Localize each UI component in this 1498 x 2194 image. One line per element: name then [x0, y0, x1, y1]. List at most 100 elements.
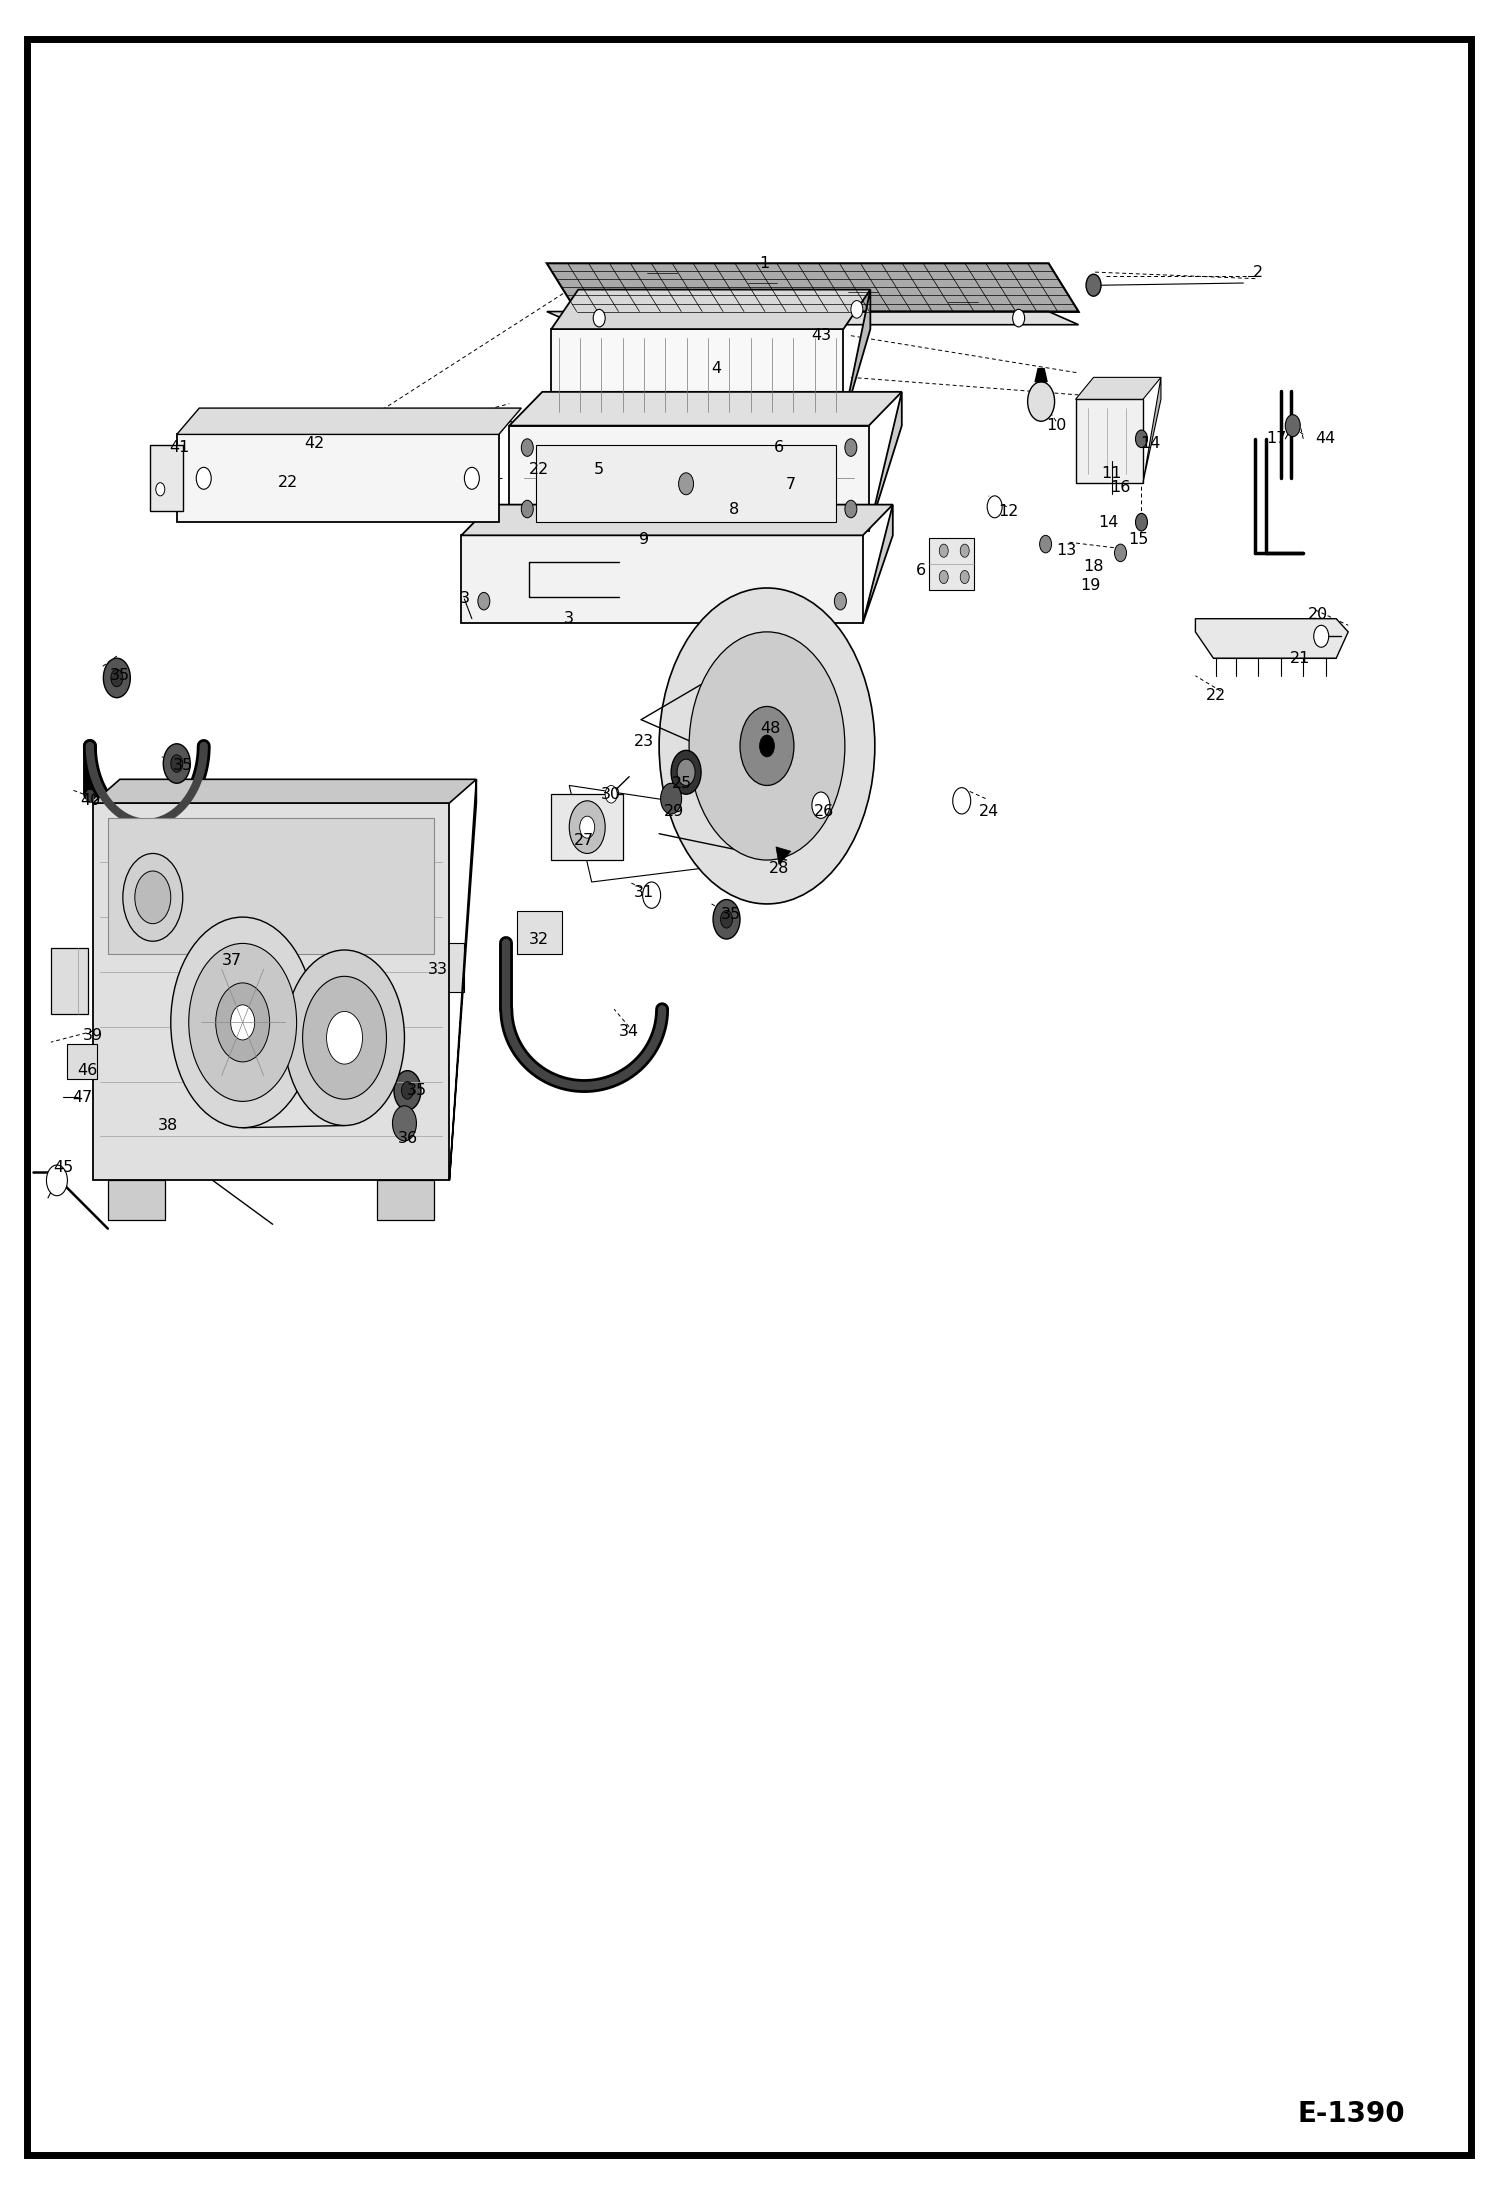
- Text: 9: 9: [640, 533, 649, 546]
- Text: 23: 23: [634, 735, 655, 748]
- Bar: [416, 943, 464, 992]
- Polygon shape: [776, 847, 791, 864]
- Text: 32: 32: [529, 932, 550, 946]
- Circle shape: [845, 500, 857, 518]
- Text: 45: 45: [52, 1161, 73, 1174]
- Circle shape: [689, 632, 845, 860]
- Circle shape: [812, 792, 830, 818]
- Bar: [517, 911, 562, 954]
- Polygon shape: [869, 393, 902, 531]
- Text: 48: 48: [759, 722, 780, 735]
- Circle shape: [987, 496, 1002, 518]
- Text: 22: 22: [277, 476, 298, 489]
- Bar: [150, 445, 183, 511]
- Bar: [108, 1180, 165, 1220]
- Circle shape: [1086, 274, 1101, 296]
- Text: 27: 27: [574, 834, 595, 847]
- Text: 3: 3: [460, 592, 469, 606]
- Text: 20: 20: [1308, 608, 1329, 621]
- Text: 39: 39: [82, 1029, 103, 1042]
- Circle shape: [216, 983, 270, 1062]
- Circle shape: [123, 853, 183, 941]
- Polygon shape: [536, 445, 836, 522]
- Circle shape: [759, 735, 774, 757]
- Text: 6: 6: [917, 564, 926, 577]
- Circle shape: [1285, 415, 1300, 437]
- Polygon shape: [551, 290, 870, 329]
- Text: 19: 19: [1080, 579, 1101, 592]
- Circle shape: [521, 500, 533, 518]
- Text: 25: 25: [671, 777, 692, 790]
- Text: 47: 47: [72, 1090, 93, 1104]
- Circle shape: [111, 669, 123, 687]
- Circle shape: [171, 755, 183, 772]
- Circle shape: [1040, 535, 1052, 553]
- Text: 11: 11: [1101, 467, 1122, 480]
- Text: 29: 29: [664, 805, 685, 818]
- Text: 34: 34: [619, 1025, 640, 1038]
- Text: 8: 8: [730, 502, 739, 516]
- Circle shape: [1013, 309, 1025, 327]
- Text: 6: 6: [774, 441, 783, 454]
- Circle shape: [580, 816, 595, 838]
- Text: 43: 43: [810, 329, 831, 342]
- Circle shape: [103, 658, 130, 698]
- Text: 37: 37: [222, 954, 243, 968]
- Circle shape: [327, 1011, 363, 1064]
- Text: 14: 14: [1140, 437, 1161, 450]
- Bar: [929, 538, 974, 590]
- Polygon shape: [1195, 619, 1348, 658]
- Polygon shape: [547, 312, 1079, 325]
- Polygon shape: [461, 535, 863, 623]
- Polygon shape: [1143, 377, 1161, 483]
- Text: 12: 12: [998, 505, 1019, 518]
- Text: 17: 17: [1266, 432, 1287, 445]
- Circle shape: [394, 1071, 421, 1110]
- Circle shape: [303, 976, 386, 1099]
- Circle shape: [939, 544, 948, 557]
- Circle shape: [171, 917, 315, 1128]
- Polygon shape: [93, 779, 476, 803]
- Circle shape: [135, 871, 171, 924]
- Text: 4: 4: [712, 362, 721, 375]
- Polygon shape: [449, 779, 476, 1180]
- Circle shape: [478, 592, 490, 610]
- Text: 42: 42: [304, 437, 325, 450]
- Text: 1: 1: [759, 257, 768, 270]
- Circle shape: [721, 911, 733, 928]
- Text: 28: 28: [768, 862, 789, 875]
- Text: 15: 15: [1128, 533, 1149, 546]
- Circle shape: [1028, 382, 1055, 421]
- Polygon shape: [461, 505, 893, 535]
- Circle shape: [392, 1106, 416, 1141]
- Circle shape: [661, 783, 682, 814]
- Circle shape: [189, 943, 297, 1101]
- Circle shape: [671, 750, 701, 794]
- Polygon shape: [863, 505, 893, 623]
- Text: 30: 30: [601, 788, 622, 801]
- Polygon shape: [1035, 369, 1047, 382]
- Text: 2: 2: [1254, 265, 1263, 279]
- Circle shape: [156, 483, 165, 496]
- Circle shape: [960, 544, 969, 557]
- Circle shape: [163, 744, 190, 783]
- Polygon shape: [509, 393, 902, 426]
- Bar: [377, 1180, 434, 1220]
- Circle shape: [659, 588, 875, 904]
- Text: 35: 35: [109, 669, 130, 682]
- Bar: [108, 818, 434, 954]
- Circle shape: [1115, 544, 1126, 562]
- Circle shape: [851, 301, 863, 318]
- Text: 41: 41: [169, 441, 190, 454]
- Text: 14: 14: [1098, 516, 1119, 529]
- Polygon shape: [551, 329, 843, 421]
- Circle shape: [605, 785, 617, 803]
- Text: 18: 18: [1083, 559, 1104, 573]
- Circle shape: [677, 759, 695, 785]
- Circle shape: [521, 439, 533, 456]
- Circle shape: [1314, 625, 1329, 647]
- Text: 35: 35: [172, 759, 193, 772]
- Text: 33: 33: [427, 963, 448, 976]
- Text: 3: 3: [565, 612, 574, 625]
- Text: 35: 35: [721, 908, 742, 921]
